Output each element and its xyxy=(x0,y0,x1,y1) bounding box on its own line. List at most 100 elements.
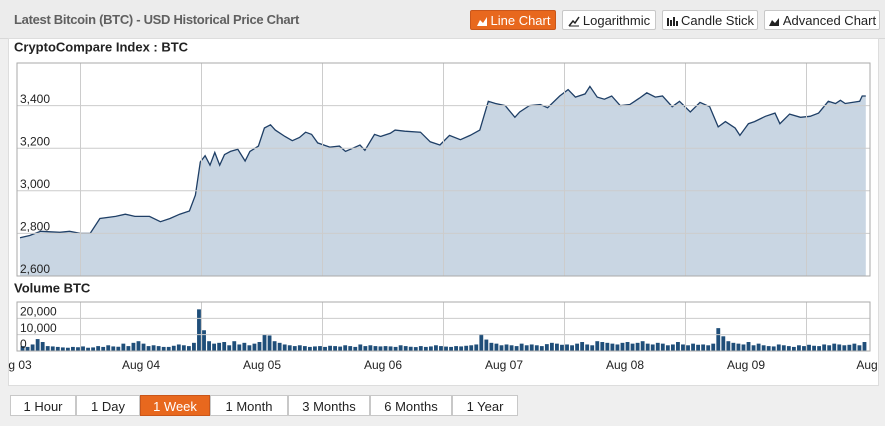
volume-bar xyxy=(40,342,45,351)
volume-bar xyxy=(665,345,670,351)
volume-bar xyxy=(761,345,766,351)
x-tick-label: g 03 xyxy=(8,358,32,372)
volume-bar xyxy=(428,346,433,351)
volume-bar xyxy=(257,342,262,351)
volume-bar xyxy=(328,345,332,351)
volume-bar xyxy=(590,345,595,351)
volume-bar xyxy=(781,345,786,351)
volume-bar xyxy=(615,344,620,351)
volume-bar xyxy=(272,341,277,351)
x-tick-label: Aug 04 xyxy=(122,358,160,372)
volume-bar xyxy=(439,346,443,351)
volume-bar xyxy=(822,344,827,351)
volume-bar xyxy=(670,344,675,351)
button-label: Logarithmic xyxy=(582,13,651,28)
range-button[interactable]: 1 Hour xyxy=(10,395,76,416)
volume-bar xyxy=(106,345,111,351)
volume-bar xyxy=(676,342,680,351)
volume-bar xyxy=(20,346,25,351)
volume-bar xyxy=(469,345,474,351)
volume-bar xyxy=(55,346,60,351)
volume-bar xyxy=(313,346,317,351)
volume-bar xyxy=(287,345,292,351)
volume-bar xyxy=(217,342,222,351)
volume-bar xyxy=(797,345,801,351)
volume-bar xyxy=(192,342,196,351)
volume-bar xyxy=(136,341,141,351)
volume-bar xyxy=(731,342,736,351)
volume-bar xyxy=(534,345,539,351)
volume-bar xyxy=(60,347,65,351)
volume-bar xyxy=(91,347,96,351)
volume-bar xyxy=(30,344,35,351)
volume-bar xyxy=(524,345,529,351)
volume-bar xyxy=(277,342,282,351)
volume-bar xyxy=(166,346,171,351)
volume-bar xyxy=(393,346,398,351)
volume-bar xyxy=(852,343,857,351)
volume-bar xyxy=(368,345,373,351)
volume-bar xyxy=(76,347,80,351)
volume-bar xyxy=(454,346,459,351)
icon xyxy=(568,16,580,27)
volume-bar xyxy=(45,346,50,351)
range-button[interactable]: 1 Month xyxy=(210,395,288,416)
volume-bar xyxy=(519,343,524,351)
volume-bar xyxy=(771,346,776,351)
range-button[interactable]: 6 Months xyxy=(370,395,452,416)
button-label: Candle Stick xyxy=(681,13,754,28)
volume-bar xyxy=(600,342,605,351)
volume-bar xyxy=(585,344,590,351)
button-label: Line Chart xyxy=(490,13,551,28)
volume-bar xyxy=(776,344,781,351)
volume-bar xyxy=(232,341,237,351)
x-tick-label: Aug 08 xyxy=(606,358,644,372)
volume-bar xyxy=(514,346,519,351)
plot-border xyxy=(16,301,871,352)
icon xyxy=(667,17,678,26)
volume-bar xyxy=(706,345,711,351)
range-button[interactable]: 1 Day xyxy=(76,395,140,416)
chart-type-button[interactable]: Line Chart xyxy=(470,10,556,30)
range-button[interactable]: 1 Year xyxy=(452,395,518,416)
y-tick-label: 0 xyxy=(20,337,27,351)
y-tick-label: 2,600 xyxy=(20,262,50,276)
chart-title: Volume BTC xyxy=(14,280,91,295)
volume-bar xyxy=(282,344,287,351)
volume-bar xyxy=(307,346,312,351)
volume-bar xyxy=(207,341,211,351)
chart-type-button[interactable]: Candle Stick xyxy=(662,10,758,30)
volume-bar xyxy=(570,345,574,351)
volume-bar xyxy=(549,342,554,351)
volume-bar xyxy=(509,345,514,351)
chart-type-button[interactable]: Advanced Chart xyxy=(764,10,880,30)
volume-bar xyxy=(434,345,438,351)
volume-bar xyxy=(625,342,630,351)
volume-bar xyxy=(388,346,393,351)
volume-bar xyxy=(479,334,484,351)
volume-bar xyxy=(786,346,791,351)
range-button[interactable]: 1 Week xyxy=(140,395,210,416)
y-tick-label: 10,000 xyxy=(20,321,57,335)
volume-bar xyxy=(832,343,837,351)
volume-bar xyxy=(464,345,469,351)
y-tick-label: 2,800 xyxy=(20,220,50,234)
volume-bar xyxy=(484,339,489,351)
x-tick-label: Aug 07 xyxy=(485,358,523,372)
volume-bar xyxy=(555,343,559,351)
volume-bar xyxy=(504,344,509,351)
volume-bar xyxy=(494,343,499,351)
chart-type-button[interactable]: Logarithmic xyxy=(562,10,656,30)
range-button[interactable]: 3 Months xyxy=(288,395,370,416)
volume-bar xyxy=(842,345,847,351)
volume-bar xyxy=(50,346,55,351)
volume-bar xyxy=(756,343,761,351)
volume-bar xyxy=(620,342,625,351)
volume-bar xyxy=(716,328,721,351)
volume-bar xyxy=(242,342,247,351)
chart: CryptoCompare Index : BTC 2,600 2,800 3,000… xyxy=(8,39,877,372)
volume-bar xyxy=(353,346,358,351)
volume-bar xyxy=(474,344,479,351)
volume-bar xyxy=(197,309,201,351)
volume-bar xyxy=(635,342,640,351)
